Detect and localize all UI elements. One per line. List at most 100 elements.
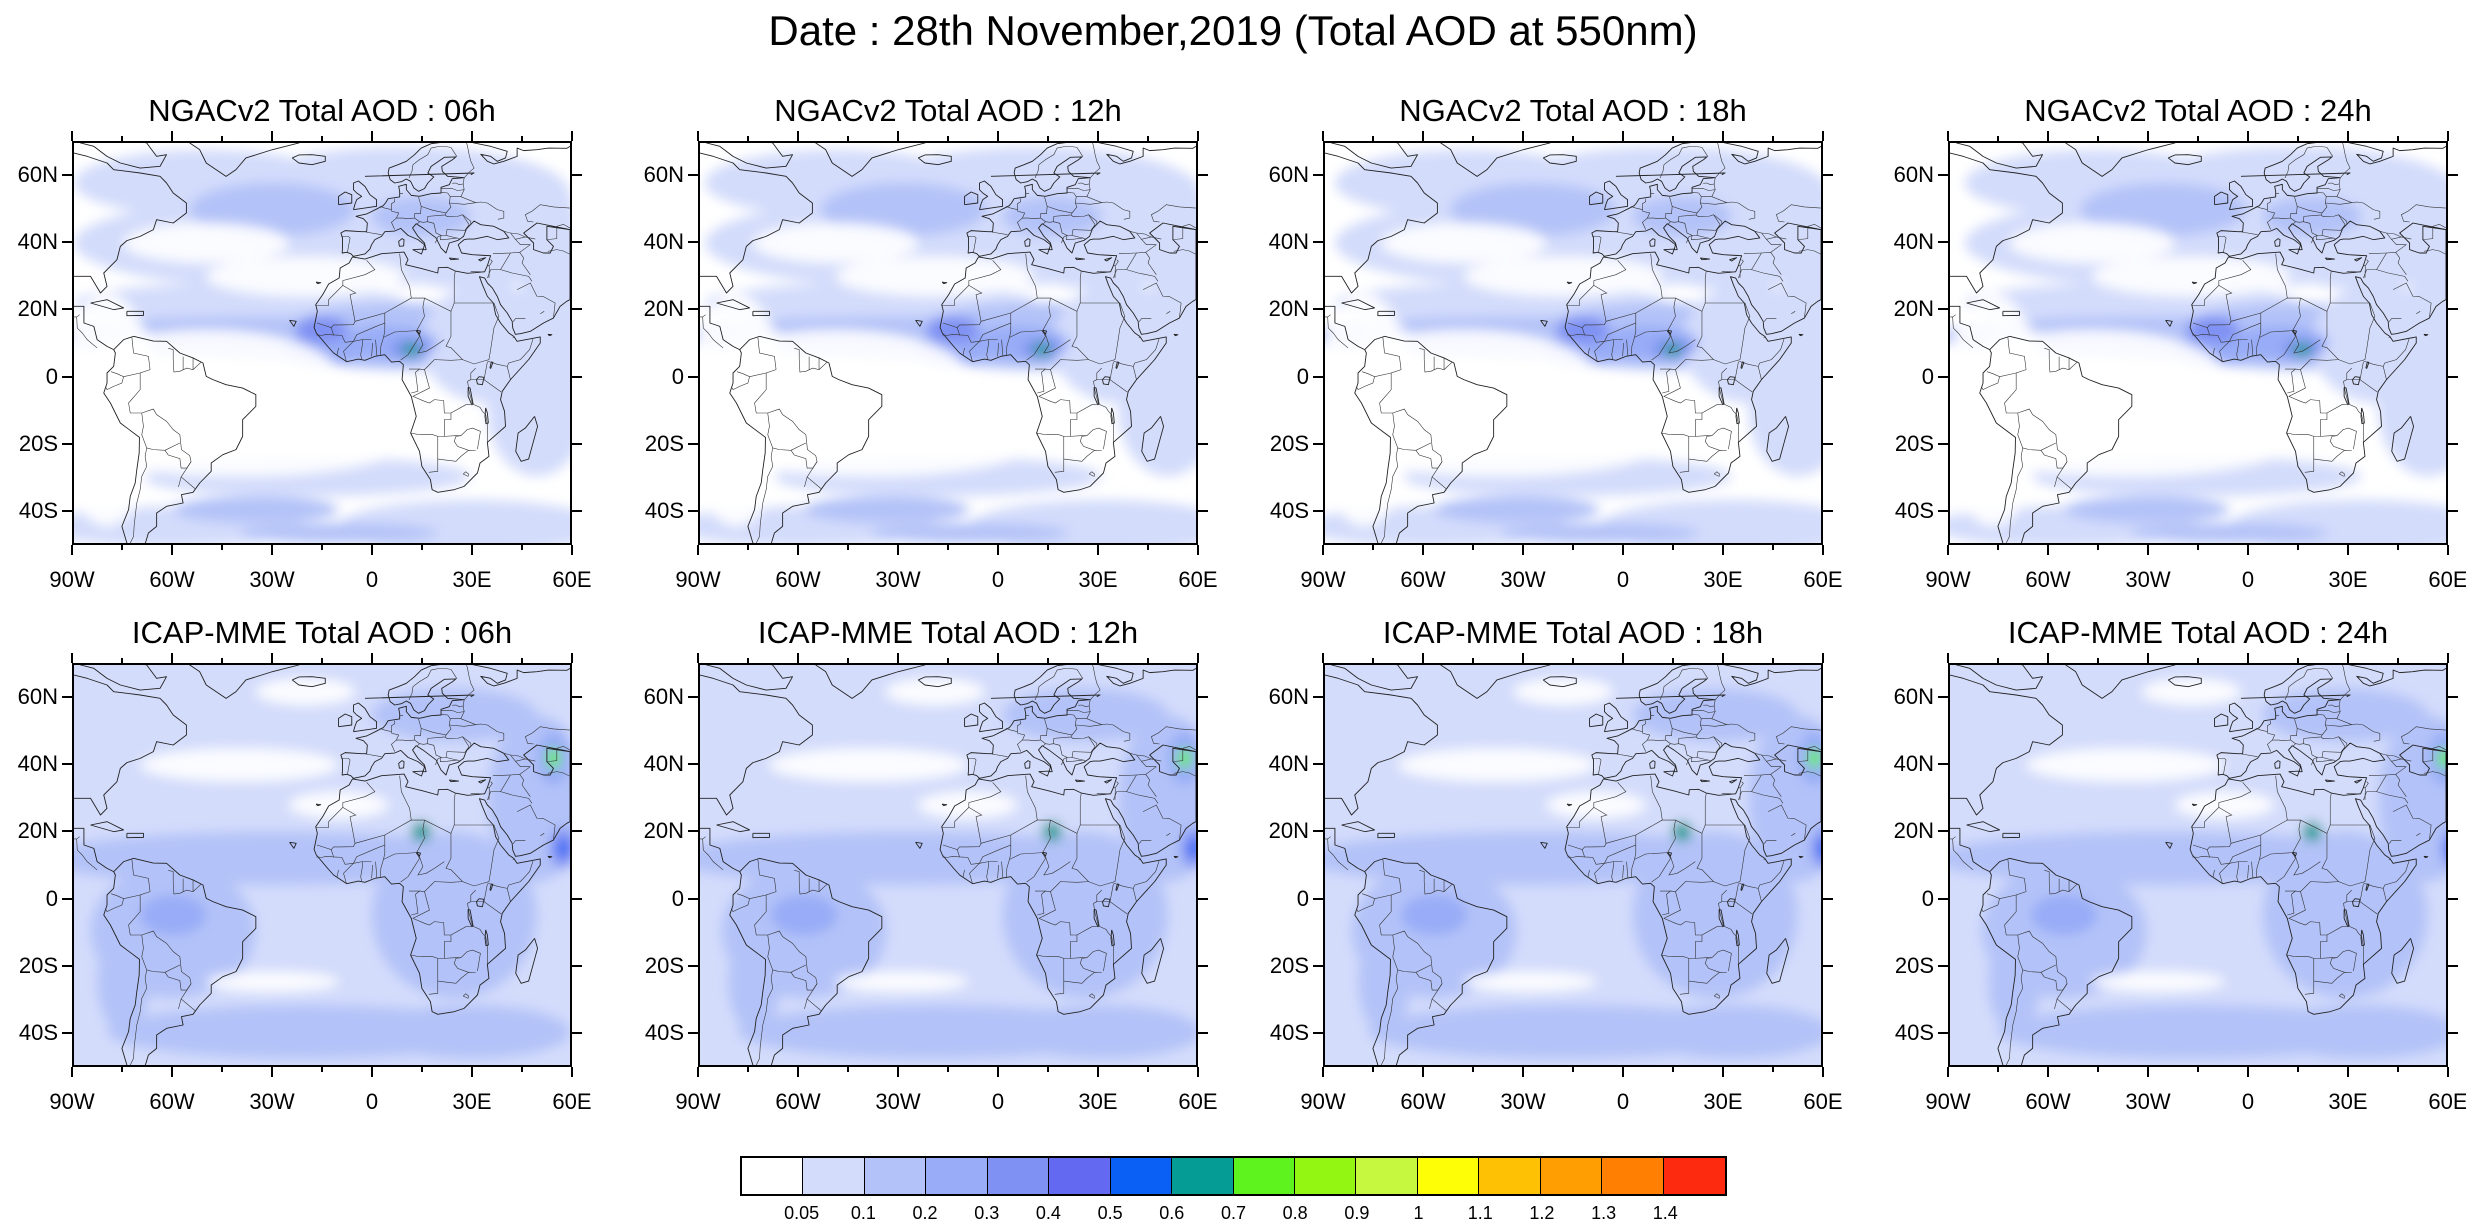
lon-tick — [697, 545, 699, 555]
lat-minor-tick — [1318, 763, 1323, 765]
lat-minor-tick — [1943, 897, 1948, 900]
lon-tick-label: 30E — [2328, 1089, 2368, 1114]
lat-tick — [1823, 308, 1833, 311]
map-panel-icap-6h — [72, 663, 572, 1067]
lat-minor-tick — [693, 443, 698, 445]
lat-minor-tick — [693, 375, 698, 378]
lon-tick-label: 30E — [1078, 1089, 1118, 1114]
lat-minor-tick — [1198, 830, 1203, 833]
colorbar-swatch — [1479, 1158, 1541, 1194]
lon-tick — [571, 131, 573, 141]
lon-tick — [1722, 545, 1724, 555]
lon-tick-label: 30W — [1500, 1089, 1546, 1114]
lat-minor-tick — [572, 897, 577, 900]
lon-tick-label: 90W — [1925, 567, 1971, 592]
lon-tick — [2447, 1067, 2449, 1077]
lon-minor-tick — [1572, 1067, 1574, 1072]
lat-minor-tick — [1318, 1032, 1323, 1035]
lon-tick — [71, 545, 73, 555]
lon-minor-tick — [221, 658, 223, 663]
map-panel-icap-18h — [1323, 663, 1823, 1067]
lon-tick — [2447, 653, 2449, 663]
lat-minor-tick — [1318, 830, 1323, 833]
lat-tick — [1823, 1032, 1833, 1035]
lon-tick — [371, 131, 373, 141]
map-panel-ngac-12h — [698, 141, 1198, 545]
lat-tick-label: 20S — [1894, 431, 1934, 456]
lat-minor-tick — [2448, 1032, 2453, 1035]
aod-map — [700, 143, 1196, 543]
lon-tick — [1097, 653, 1099, 663]
lat-minor-tick — [1823, 1032, 1828, 1035]
lon-tick — [797, 131, 799, 141]
lon-minor-tick — [1572, 658, 1574, 663]
lon-minor-tick — [2397, 658, 2399, 663]
colorbar-swatch — [742, 1158, 804, 1194]
lon-minor-tick — [421, 658, 423, 663]
lat-tick-label: 20N — [643, 296, 684, 322]
colorbar-label: 0.1 — [850, 1203, 876, 1223]
lon-minor-tick — [1772, 658, 1774, 663]
lon-minor-tick — [421, 545, 423, 550]
lon-tick — [697, 131, 699, 141]
lon-tick — [371, 545, 373, 555]
lon-minor-tick — [847, 136, 849, 141]
lat-tick — [2448, 443, 2458, 445]
lon-minor-tick — [1572, 136, 1574, 141]
lon-tick — [897, 1067, 899, 1077]
lon-tick — [997, 545, 999, 555]
lat-tick-label: 40N — [1268, 229, 1309, 254]
lat-tick — [1823, 695, 1833, 698]
lat-minor-tick — [67, 695, 72, 698]
lat-minor-tick — [572, 1032, 577, 1035]
lat-tick-label: 20S — [644, 953, 684, 978]
lon-tick-label: 60W — [149, 567, 195, 592]
map-panel-icap-12h — [698, 663, 1198, 1067]
lat-tick-label: 60N — [1893, 161, 1934, 187]
lon-minor-tick — [2097, 1067, 2099, 1072]
lat-minor-tick — [67, 830, 72, 833]
lat-tick-label: 20N — [1893, 818, 1934, 844]
lon-tick-label: 30E — [1703, 567, 1743, 592]
lon-tick — [2047, 653, 2049, 663]
lat-tick — [572, 308, 582, 311]
lat-tick-label: 60N — [17, 161, 58, 187]
lon-tick — [2047, 131, 2049, 141]
lon-minor-tick — [947, 658, 949, 663]
lat-minor-tick — [2448, 510, 2453, 513]
lat-minor-tick — [572, 763, 577, 765]
lon-minor-tick — [2197, 545, 2199, 550]
lat-minor-tick — [693, 510, 698, 513]
lon-minor-tick — [747, 658, 749, 663]
lat-minor-tick — [1318, 510, 1323, 513]
colorbar-label: 0.05 — [784, 1203, 820, 1223]
lat-tick — [572, 763, 582, 765]
lat-minor-tick — [1943, 375, 1948, 378]
lon-minor-tick — [121, 658, 123, 663]
lon-tick-label: 30W — [249, 567, 295, 592]
panel-title: ICAP-MME Total AOD : 18h — [1382, 615, 1764, 650]
lat-tick — [1198, 375, 1208, 378]
lon-minor-tick — [1672, 658, 1674, 663]
lon-minor-tick — [1472, 1067, 1474, 1072]
colorbar-swatch — [1233, 1158, 1295, 1194]
lon-minor-tick — [1372, 545, 1374, 550]
lat-minor-tick — [1198, 510, 1203, 513]
lon-tick-label: 60E — [1803, 1089, 1843, 1114]
colorbar-label: 0.6 — [1159, 1203, 1185, 1223]
lat-minor-tick — [1823, 510, 1828, 513]
lat-tick-label: 40S — [18, 1020, 58, 1046]
lat-tick — [1198, 695, 1208, 698]
lat-tick — [2448, 965, 2458, 967]
lon-tick-label: 60W — [775, 1089, 821, 1114]
lat-minor-tick — [67, 308, 72, 311]
lon-minor-tick — [1047, 545, 1049, 550]
lat-minor-tick — [2448, 830, 2453, 833]
lon-minor-tick — [1047, 136, 1049, 141]
lon-tick-label: 30E — [1703, 1089, 1743, 1114]
lon-minor-tick — [1472, 658, 1474, 663]
lon-minor-tick — [121, 545, 123, 550]
lon-minor-tick — [1047, 658, 1049, 663]
lon-tick-label: 60W — [2025, 567, 2071, 592]
lon-tick — [897, 653, 899, 663]
